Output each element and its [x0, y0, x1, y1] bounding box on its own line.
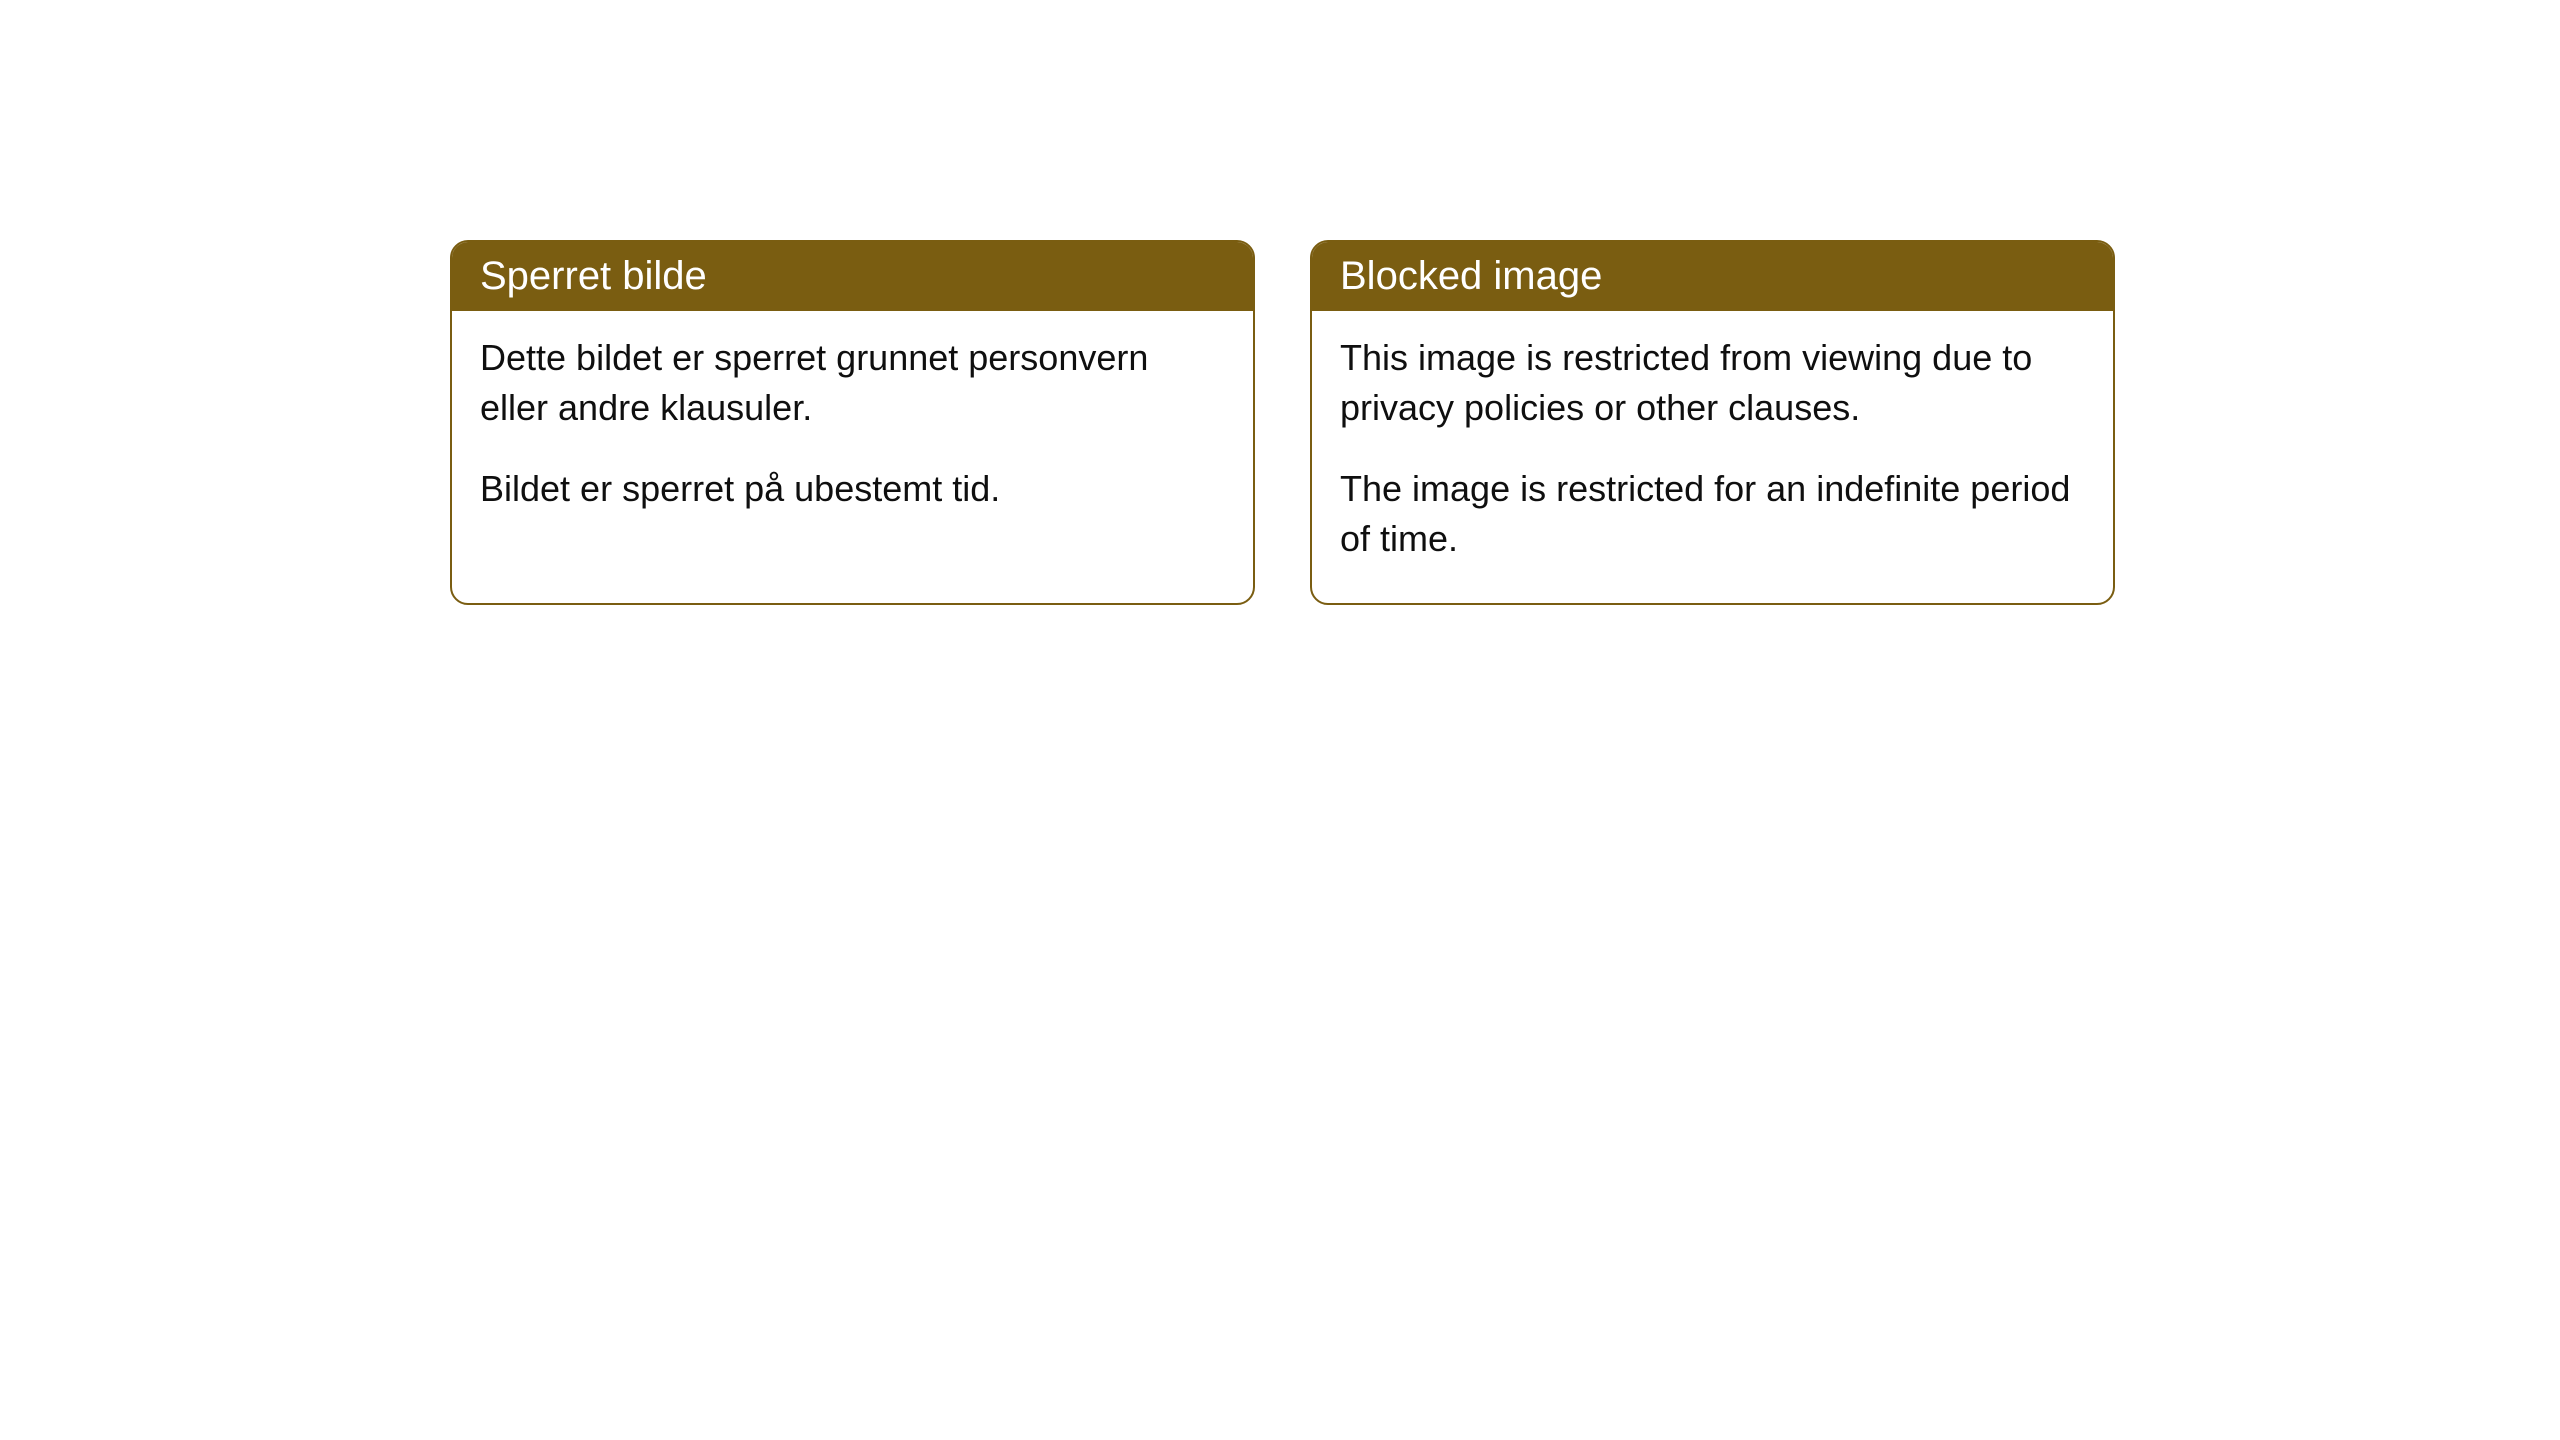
card-paragraph-1: This image is restricted from viewing du…	[1340, 333, 2085, 434]
card-header: Blocked image	[1312, 242, 2113, 311]
card-body: This image is restricted from viewing du…	[1312, 311, 2113, 603]
card-title: Blocked image	[1340, 254, 1602, 298]
notice-card-norwegian: Sperret bilde Dette bildet er sperret gr…	[450, 240, 1255, 605]
card-paragraph-1: Dette bildet er sperret grunnet personve…	[480, 333, 1225, 434]
notice-cards-container: Sperret bilde Dette bildet er sperret gr…	[450, 240, 2115, 605]
card-title: Sperret bilde	[480, 254, 707, 298]
card-paragraph-2: Bildet er sperret på ubestemt tid.	[480, 464, 1225, 514]
card-body: Dette bildet er sperret grunnet personve…	[452, 311, 1253, 552]
card-header: Sperret bilde	[452, 242, 1253, 311]
notice-card-english: Blocked image This image is restricted f…	[1310, 240, 2115, 605]
card-paragraph-2: The image is restricted for an indefinit…	[1340, 464, 2085, 565]
